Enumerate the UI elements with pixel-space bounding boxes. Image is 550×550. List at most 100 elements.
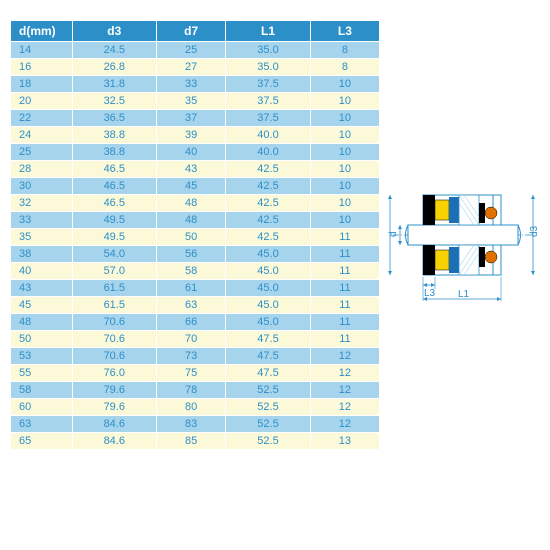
cell: 8	[310, 59, 379, 76]
table-row: 4361.56145.011	[11, 280, 380, 297]
cell: 55	[11, 365, 73, 382]
cell: 79.6	[72, 399, 157, 416]
cell: 52.5	[226, 433, 311, 450]
cell: 46.5	[72, 178, 157, 195]
cell: 27	[157, 59, 226, 76]
cell: 10	[310, 144, 379, 161]
dimensions-table: d(mm) d3 d7 L1 L3 1424.52535.081626.8273…	[10, 20, 380, 450]
table-row: 6384.68352.512	[11, 416, 380, 433]
col-l1-header: L1	[226, 21, 311, 42]
cell: 47.5	[226, 331, 311, 348]
cell: 43	[157, 161, 226, 178]
cell: 33	[157, 76, 226, 93]
cell: 20	[11, 93, 73, 110]
cell: 10	[310, 76, 379, 93]
cell: 50	[11, 331, 73, 348]
cell: 11	[310, 263, 379, 280]
cell: 30	[11, 178, 73, 195]
table-row: 6584.68552.513	[11, 433, 380, 450]
header-row: d(mm) d3 d7 L1 L3	[11, 21, 380, 42]
cell: 32.5	[72, 93, 157, 110]
table-row: 1424.52535.08	[11, 42, 380, 59]
cell: 63	[157, 297, 226, 314]
cell: 48	[157, 212, 226, 229]
cell: 12	[310, 416, 379, 433]
cell: 48	[157, 195, 226, 212]
cell: 10	[310, 161, 379, 178]
cell: 26.8	[72, 59, 157, 76]
cell: 49.5	[72, 212, 157, 229]
cell: 18	[11, 76, 73, 93]
cell: 61.5	[72, 297, 157, 314]
table-row: 6079.68052.512	[11, 399, 380, 416]
cell: 66	[157, 314, 226, 331]
cell: 31.8	[72, 76, 157, 93]
cell: 37.5	[226, 110, 311, 127]
cell: 37.5	[226, 76, 311, 93]
col-l3-header: L3	[310, 21, 379, 42]
cell: 48	[11, 314, 73, 331]
cell: 42.5	[226, 161, 311, 178]
cell: 33	[11, 212, 73, 229]
cell: 70.6	[72, 331, 157, 348]
cell: 8	[310, 42, 379, 59]
table-row: 1626.82735.08	[11, 59, 380, 76]
table-row: 4561.56345.011	[11, 297, 380, 314]
cell: 50	[157, 229, 226, 246]
cell: 40	[11, 263, 73, 280]
col-d3-header: d3	[72, 21, 157, 42]
cell: 36.5	[72, 110, 157, 127]
table-row: 2538.84040.010	[11, 144, 380, 161]
table-row: 5370.67347.512	[11, 348, 380, 365]
cell: 35	[157, 93, 226, 110]
cell: 45.0	[226, 314, 311, 331]
svg-text:L1: L1	[458, 289, 470, 300]
cell: 42.5	[226, 178, 311, 195]
cell: 12	[310, 365, 379, 382]
cell: 10	[310, 212, 379, 229]
table-row: 3549.55042.511	[11, 229, 380, 246]
cell: 70.6	[72, 348, 157, 365]
cell: 12	[310, 382, 379, 399]
cell: 73	[157, 348, 226, 365]
cell: 75	[157, 365, 226, 382]
cell: 60	[11, 399, 73, 416]
cell: 63	[11, 416, 73, 433]
table-row: 2236.53737.510	[11, 110, 380, 127]
cell: 11	[310, 229, 379, 246]
table-row: 5576.07547.512	[11, 365, 380, 382]
cell: 24.5	[72, 42, 157, 59]
cell: 70	[157, 331, 226, 348]
cell: 11	[310, 297, 379, 314]
cell: 65	[11, 433, 73, 450]
cell: 22	[11, 110, 73, 127]
cell: 16	[11, 59, 73, 76]
cell: 46.5	[72, 195, 157, 212]
cell: 13	[310, 433, 379, 450]
cell: 35	[11, 229, 73, 246]
cell: 35.0	[226, 42, 311, 59]
cell: 57.0	[72, 263, 157, 280]
cell: 45.0	[226, 246, 311, 263]
cell: 11	[310, 246, 379, 263]
svg-text:L3: L3	[424, 288, 436, 299]
cell: 54.0	[72, 246, 157, 263]
cell: 14	[11, 42, 73, 59]
cell: 61.5	[72, 280, 157, 297]
cell: 84.6	[72, 416, 157, 433]
cell: 37.5	[226, 93, 311, 110]
col-d7-header: d7	[157, 21, 226, 42]
svg-text:d7: d7	[388, 225, 389, 237]
cell: 25	[11, 144, 73, 161]
cell: 56	[157, 246, 226, 263]
cell: 45.0	[226, 297, 311, 314]
cell: 10	[310, 195, 379, 212]
cell: 10	[310, 178, 379, 195]
cell: 40.0	[226, 144, 311, 161]
cell: 45	[11, 297, 73, 314]
table-row: 2032.53537.510	[11, 93, 380, 110]
cell: 83	[157, 416, 226, 433]
cell: 10	[310, 110, 379, 127]
cell: 10	[310, 93, 379, 110]
cell: 37	[157, 110, 226, 127]
